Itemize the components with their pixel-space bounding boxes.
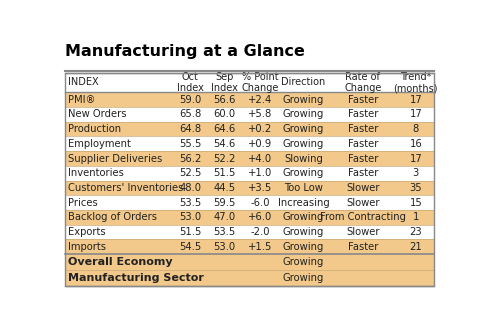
Text: Growing: Growing — [283, 257, 324, 267]
Bar — [65, 92, 434, 107]
Bar — [65, 239, 434, 254]
Text: Faster: Faster — [348, 242, 378, 252]
Text: From Contracting: From Contracting — [320, 212, 406, 222]
Text: +1.5: +1.5 — [248, 242, 272, 252]
Text: Growing: Growing — [283, 139, 324, 149]
Bar — [65, 151, 434, 166]
Text: +0.2: +0.2 — [248, 124, 272, 134]
Text: Imports: Imports — [68, 242, 106, 252]
Text: Rate of
Change: Rate of Change — [344, 72, 381, 93]
Text: Growing: Growing — [283, 227, 324, 237]
Text: Growing: Growing — [283, 242, 324, 252]
Text: Growing: Growing — [283, 124, 324, 134]
Text: 64.8: 64.8 — [179, 124, 201, 134]
Text: Overall Economy: Overall Economy — [68, 257, 173, 267]
Text: +0.9: +0.9 — [248, 139, 272, 149]
Text: Production: Production — [68, 124, 121, 134]
Text: +1.0: +1.0 — [248, 168, 272, 178]
Text: Oct
Index: Oct Index — [177, 72, 204, 93]
Text: 47.0: 47.0 — [213, 212, 235, 222]
Text: +6.0: +6.0 — [248, 212, 272, 222]
Bar — [65, 254, 434, 270]
Text: 17: 17 — [410, 154, 422, 164]
Text: Exports: Exports — [68, 227, 106, 237]
Text: Inventories: Inventories — [68, 168, 124, 178]
Text: 48.0: 48.0 — [179, 183, 201, 193]
Bar — [65, 210, 434, 225]
Text: 53.5: 53.5 — [213, 227, 235, 237]
Text: Backlog of Orders: Backlog of Orders — [68, 212, 157, 222]
Text: Slowing: Slowing — [284, 154, 323, 164]
Text: 16: 16 — [410, 139, 422, 149]
Text: New Orders: New Orders — [68, 110, 127, 120]
Text: +4.0: +4.0 — [248, 154, 272, 164]
Bar — [65, 73, 434, 286]
Text: 3: 3 — [412, 168, 419, 178]
Text: 8: 8 — [412, 124, 419, 134]
Text: +5.8: +5.8 — [248, 110, 272, 120]
Text: -2.0: -2.0 — [250, 227, 270, 237]
Text: -6.0: -6.0 — [250, 198, 270, 208]
Text: 51.5: 51.5 — [179, 227, 202, 237]
Text: Manufacturing at a Glance: Manufacturing at a Glance — [65, 44, 305, 59]
Text: 17: 17 — [410, 95, 422, 105]
Text: PMI®: PMI® — [68, 95, 95, 105]
Text: 52.5: 52.5 — [179, 168, 202, 178]
Text: Slower: Slower — [346, 227, 379, 237]
Text: % Point
Change: % Point Change — [242, 72, 279, 93]
Text: INDEX: INDEX — [68, 77, 99, 87]
Text: 53.5: 53.5 — [179, 198, 202, 208]
Text: 59.5: 59.5 — [213, 198, 235, 208]
Text: Trend*
(months): Trend* (months) — [393, 72, 438, 93]
Text: Prices: Prices — [68, 198, 98, 208]
Text: Direction: Direction — [281, 77, 326, 87]
Bar — [65, 180, 434, 195]
Text: 54.6: 54.6 — [213, 139, 235, 149]
Text: Slower: Slower — [346, 198, 379, 208]
Text: 35: 35 — [410, 183, 422, 193]
Text: 64.6: 64.6 — [213, 124, 235, 134]
Text: 15: 15 — [410, 198, 422, 208]
Text: Sep
Index: Sep Index — [211, 72, 238, 93]
Text: 55.5: 55.5 — [179, 139, 202, 149]
Text: Growing: Growing — [283, 212, 324, 222]
Text: Growing: Growing — [283, 273, 324, 283]
Bar — [65, 270, 434, 286]
Text: Employment: Employment — [68, 139, 131, 149]
Text: Growing: Growing — [283, 168, 324, 178]
Text: Too Low: Too Low — [284, 183, 323, 193]
Text: Faster: Faster — [348, 95, 378, 105]
Text: 56.2: 56.2 — [179, 154, 202, 164]
Text: 23: 23 — [410, 227, 422, 237]
Text: 52.2: 52.2 — [213, 154, 235, 164]
Text: Increasing: Increasing — [278, 198, 329, 208]
Text: Supplier Deliveries: Supplier Deliveries — [68, 154, 162, 164]
Text: Growing: Growing — [283, 95, 324, 105]
Text: 65.8: 65.8 — [179, 110, 202, 120]
Bar — [65, 122, 434, 136]
Text: Faster: Faster — [348, 139, 378, 149]
Text: 21: 21 — [410, 242, 422, 252]
Text: 60.0: 60.0 — [213, 110, 235, 120]
Text: 59.0: 59.0 — [179, 95, 202, 105]
Text: Faster: Faster — [348, 168, 378, 178]
Text: +2.4: +2.4 — [248, 95, 272, 105]
Text: Customers' Inventories: Customers' Inventories — [68, 183, 184, 193]
Text: 44.5: 44.5 — [213, 183, 235, 193]
Text: 51.5: 51.5 — [213, 168, 235, 178]
Text: Faster: Faster — [348, 124, 378, 134]
Text: 56.6: 56.6 — [213, 95, 235, 105]
Text: Manufacturing Sector: Manufacturing Sector — [68, 273, 204, 283]
Text: Faster: Faster — [348, 110, 378, 120]
Text: Faster: Faster — [348, 154, 378, 164]
Text: 1: 1 — [412, 212, 419, 222]
Text: 54.5: 54.5 — [179, 242, 202, 252]
Text: Growing: Growing — [283, 110, 324, 120]
Text: 53.0: 53.0 — [179, 212, 201, 222]
Text: 53.0: 53.0 — [213, 242, 235, 252]
Text: 17: 17 — [410, 110, 422, 120]
Text: +3.5: +3.5 — [248, 183, 272, 193]
Text: Slower: Slower — [346, 183, 379, 193]
